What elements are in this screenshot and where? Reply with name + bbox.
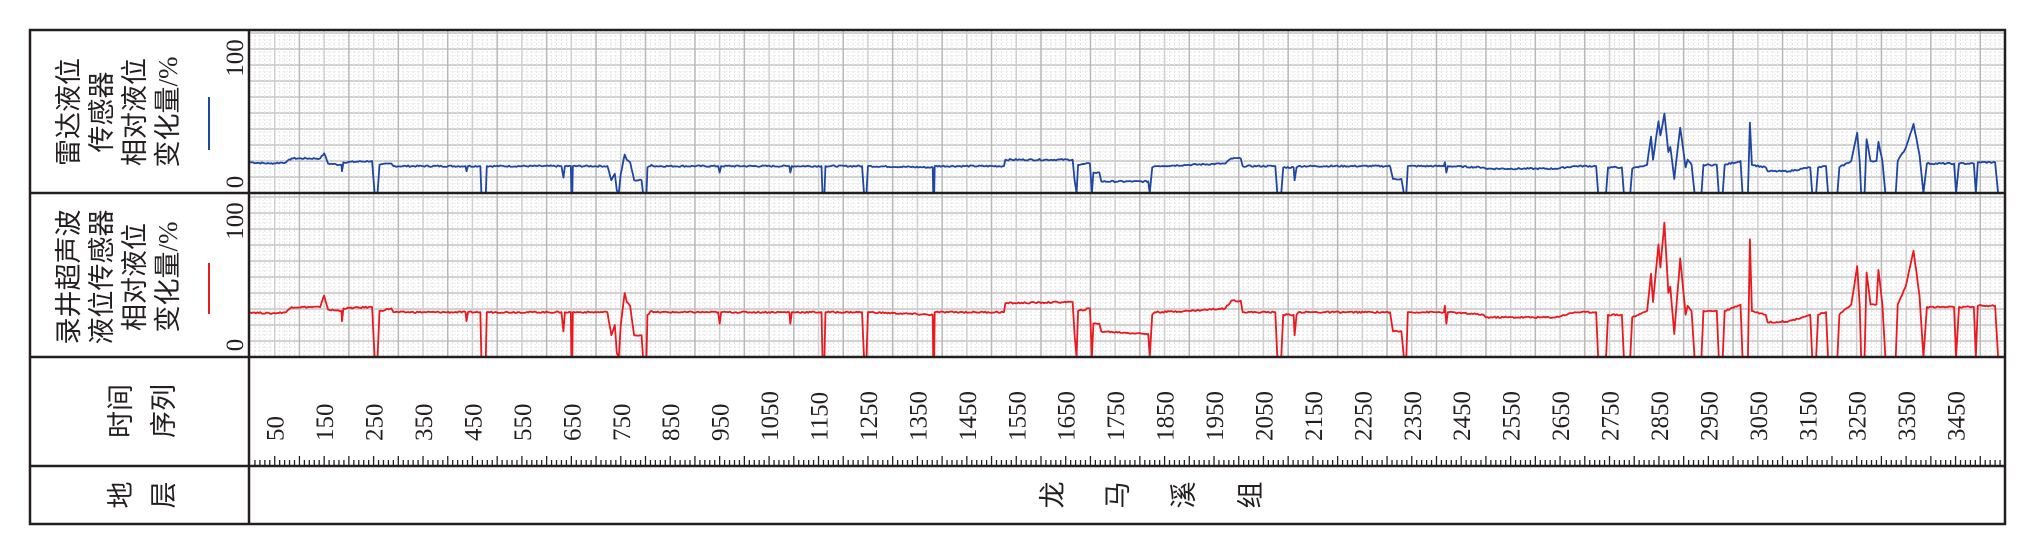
strata-label: 地 [106, 482, 136, 509]
x-tick-label: 750 [609, 404, 636, 442]
x-tick-label: 2650 [1548, 391, 1575, 441]
panel2-label: 录井超声波 液位传感器 相对液位 变化量/% 100 0 [54, 202, 249, 351]
formation-name-char: 马 [1103, 482, 1133, 509]
panel1-label-line: 雷达液位 [54, 58, 84, 166]
x-tick-label: 2950 [1696, 391, 1723, 441]
x-tick-label: 3050 [1746, 391, 1773, 441]
series-line-radar [249, 112, 1999, 194]
panel2-y-max-label: 100 [222, 202, 249, 240]
x-tick-label: 850 [658, 404, 685, 442]
x-tick-label: 2850 [1647, 391, 1674, 441]
x-tick-label: 250 [362, 404, 389, 442]
x-tick-label: 3450 [1944, 391, 1971, 441]
x-tick-label: 1450 [955, 391, 982, 441]
table-frame [28, 28, 2007, 526]
formation-name-char: 组 [1236, 482, 1266, 509]
x-tick-label: 1350 [905, 391, 932, 441]
panel2-label-line: 变化量/% [153, 222, 183, 333]
x-tick-label: 950 [708, 404, 735, 442]
panel2-label-line: 液位传感器 [87, 210, 117, 345]
x-tick-label: 2450 [1449, 391, 1476, 441]
x-tick-label: 2350 [1400, 391, 1427, 441]
panel2-series [249, 221, 1999, 358]
x-tick-label: 2550 [1499, 391, 1526, 441]
time-axis-label: 时间 序列 [106, 384, 179, 438]
panel1-y-min-label: 0 [222, 176, 249, 189]
x-tick-label: 650 [559, 404, 586, 442]
formation-name-char: 龙 [1038, 482, 1068, 509]
x-tick-label: 1850 [1153, 391, 1180, 441]
x-tick-label: 50 [263, 416, 290, 441]
x-tick-label: 2750 [1598, 391, 1625, 441]
strata-row: 地 层 龙 马 溪 组 [106, 482, 1266, 509]
x-tick-label: 150 [312, 404, 339, 442]
time-axis-ticks: 50 150 250 350 450 550 650 750 850 950 1050 1150 125… [254, 391, 2001, 465]
x-tick-label: 1050 [757, 391, 784, 441]
outer-border [28, 28, 2007, 526]
time-axis-label-line: 时间 [106, 384, 136, 438]
panel2-grid [250, 194, 2005, 357]
panel1-y-max-label: 100 [222, 39, 249, 77]
x-tick-label: 1950 [1202, 391, 1229, 441]
x-tick-label: 450 [460, 404, 487, 442]
series-line-ultrasonic [249, 221, 1999, 358]
panel2-label-line: 录井超声波 [54, 210, 84, 345]
panel1-grid [250, 31, 2005, 193]
x-tick-label: 350 [411, 404, 438, 442]
x-tick-label: 550 [510, 404, 537, 442]
x-tick-label: 1550 [1004, 391, 1031, 441]
x-tick-label: 1150 [807, 392, 834, 441]
x-tick-label: 2150 [1301, 391, 1328, 441]
x-tick-label: 3150 [1795, 391, 1822, 441]
panel1-label: 雷达液位 传感器 相对液位 变化量/% 100 0 [54, 39, 249, 188]
panel1-label-line: 传感器 [87, 72, 117, 153]
x-tick-label: 3250 [1845, 391, 1872, 441]
x-tick-label: 1750 [1103, 391, 1130, 441]
x-tick-label: 2250 [1350, 391, 1377, 441]
panel1-label-line: 相对液位 [120, 58, 150, 166]
x-tick-label: 1250 [856, 391, 883, 441]
strata-label: 层 [149, 482, 179, 509]
panel1-label-line: 变化量/% [153, 57, 183, 168]
formation-name-char: 溪 [1169, 482, 1199, 509]
panel2-y-min-label: 0 [222, 339, 249, 352]
x-tick-label: 3350 [1894, 391, 1921, 441]
panel1-series [249, 112, 1999, 194]
time-axis-label-line: 序列 [149, 384, 179, 438]
x-tick-label: 1650 [1054, 391, 1081, 441]
panel2-label-line: 相对液位 [120, 223, 150, 331]
x-tick-label: 2050 [1251, 391, 1278, 441]
